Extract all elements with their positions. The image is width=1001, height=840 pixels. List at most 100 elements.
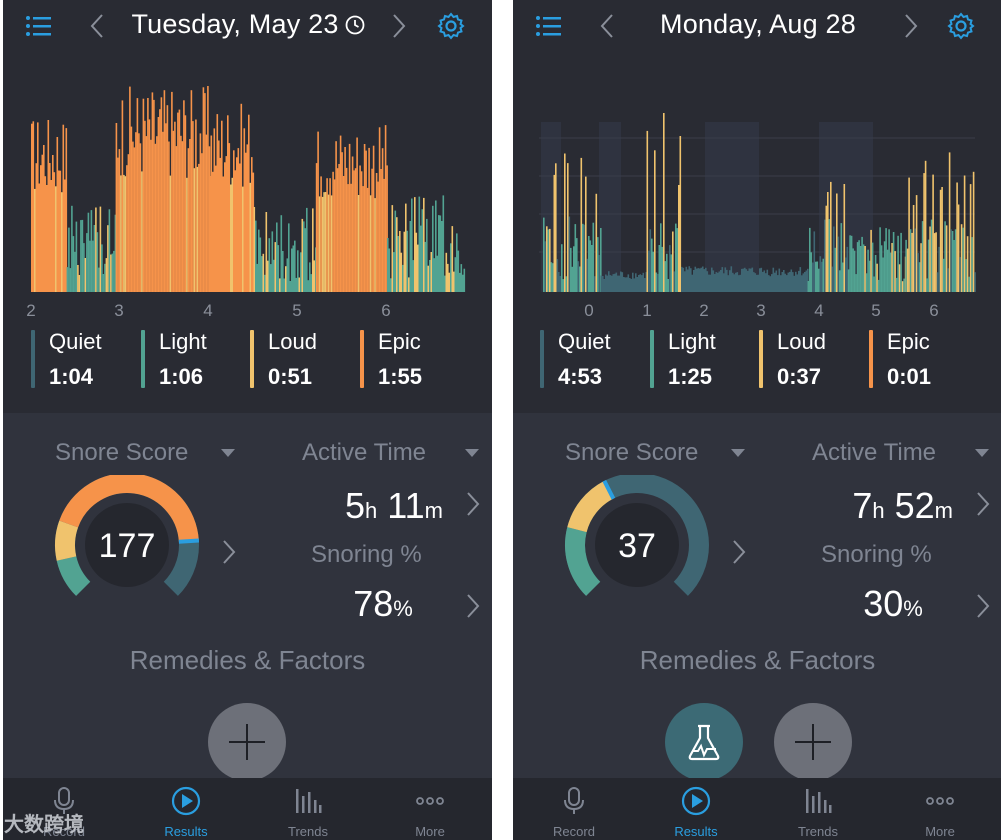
chart-bar (561, 244, 563, 292)
tab-results[interactable]: Results (635, 778, 757, 840)
snore-score-label[interactable]: Snore Score (55, 439, 189, 466)
active-time-label[interactable]: Active Time (302, 439, 427, 466)
date-title[interactable]: Tuesday, May 23 (113, 9, 383, 40)
chart-bar (580, 157, 583, 292)
snore-score-gauge[interactable]: 37 (557, 473, 717, 605)
chart-bar (368, 147, 370, 292)
chart-bar (451, 226, 454, 292)
chart-bar (439, 215, 442, 292)
next-day-button[interactable] (385, 10, 413, 42)
clock-icon[interactable] (345, 15, 365, 35)
tab-results[interactable]: Results (125, 778, 247, 840)
chart-background-band (599, 122, 621, 292)
chart-bar (44, 176, 47, 292)
lab-experiment-button[interactable] (665, 703, 743, 781)
tab-trends[interactable]: Trends (247, 778, 369, 840)
next-day-button[interactable] (897, 10, 925, 42)
list-menu-icon[interactable] (535, 14, 563, 38)
chart-bar (31, 123, 33, 292)
date-text: Monday, Aug 28 (660, 9, 856, 39)
chart-bar (586, 258, 589, 292)
chart-bar (366, 187, 369, 292)
sound-timeline-chart[interactable]: 0 1 2 3 4 5 6 (513, 62, 1001, 322)
tab-more[interactable]: More (369, 778, 491, 840)
chart-bar (215, 165, 217, 292)
chevron-right-icon[interactable] (465, 491, 481, 517)
chart-bar (459, 272, 461, 292)
chart-bar (84, 258, 87, 292)
chart-bar (35, 163, 38, 292)
results-screen-left: Tuesday, May 23 2 3 4 5 6 Quiet 1:04 Light 1… (3, 0, 492, 840)
legend-light-name: Light (159, 329, 207, 354)
gauge-marker (178, 538, 200, 544)
chart-bar (550, 262, 553, 292)
add-remedy-button[interactable] (208, 703, 286, 781)
list-menu-icon[interactable] (25, 14, 53, 38)
chart-bar (369, 195, 372, 292)
chart-bar (960, 224, 963, 292)
tab-record-label: Record (43, 824, 85, 839)
chart-bar (923, 173, 925, 292)
chart-bar (441, 221, 443, 292)
active-time-label[interactable]: Active Time (812, 439, 937, 466)
tab-record[interactable]: Record (513, 778, 635, 840)
chart-bar (962, 227, 964, 292)
add-remedy-button[interactable] (774, 703, 852, 781)
chart-bar (199, 133, 202, 292)
chart-bar (715, 272, 718, 292)
chart-bar (632, 272, 634, 292)
chart-bar (629, 278, 631, 292)
previous-day-button[interactable] (83, 10, 111, 42)
chevron-right-icon[interactable] (731, 539, 747, 565)
legend-epic-name: Epic (887, 329, 930, 354)
chart-bar (402, 264, 404, 292)
dropdown-caret-icon[interactable] (221, 449, 235, 459)
legend-loud-swatch (759, 330, 763, 388)
chart-bar (184, 115, 187, 292)
date-title[interactable]: Monday, Aug 28 (623, 9, 893, 40)
chart-bar (157, 117, 160, 292)
chart-bar (675, 223, 677, 292)
chevron-right-icon[interactable] (975, 593, 991, 619)
previous-day-button[interactable] (593, 10, 621, 42)
chart-bar (924, 160, 927, 292)
results-screen-right: Monday, Aug 28 0 1 2 3 4 5 6 Quiet 4:53 Light … (513, 0, 1001, 840)
chevron-right-icon[interactable] (465, 593, 481, 619)
tab-more[interactable]: More (879, 778, 1001, 840)
chart-bar (90, 210, 93, 292)
chevron-right-icon[interactable] (975, 491, 991, 517)
chart-bar (867, 249, 869, 292)
bar-chart-icon (296, 789, 322, 813)
chart-bar (138, 133, 140, 292)
chart-bar (433, 258, 436, 292)
chart-bar (99, 206, 102, 292)
chart-bar (645, 272, 648, 292)
chevron-right-icon[interactable] (221, 539, 237, 565)
chart-bar (880, 245, 883, 292)
flask-icon (688, 724, 720, 761)
chart-bar (139, 143, 142, 292)
dropdown-caret-icon[interactable] (465, 449, 479, 459)
chart-bar (564, 153, 566, 292)
dropdown-caret-icon[interactable] (975, 449, 989, 459)
chart-bar (141, 171, 143, 292)
chart-bar (938, 246, 940, 292)
legend-light: Light 1:06 (141, 326, 249, 390)
chart-bar (809, 227, 811, 292)
sound-timeline-chart[interactable]: 2 3 4 5 6 (3, 62, 492, 322)
gear-icon[interactable] (437, 12, 465, 40)
gear-icon[interactable] (947, 12, 975, 40)
chart-bar (606, 275, 609, 292)
snore-score-gauge[interactable]: 177 (47, 473, 207, 605)
chart-bar (667, 279, 670, 292)
tab-record[interactable]: Record (3, 778, 125, 840)
chart-bar (251, 157, 253, 292)
snore-score-label[interactable]: Snore Score (565, 439, 699, 466)
gauge-segment-epic (59, 473, 199, 543)
chart-bar (666, 253, 668, 292)
chart-bar (348, 143, 351, 292)
tab-trends[interactable]: Trends (757, 778, 879, 840)
dropdown-caret-icon[interactable] (731, 449, 745, 459)
chart-bar (153, 99, 155, 293)
active-time-value: 5h 11m (293, 485, 443, 527)
